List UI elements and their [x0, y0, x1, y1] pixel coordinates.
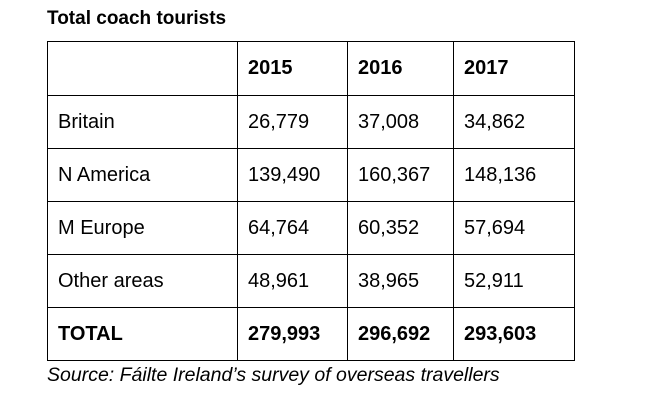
row-label: Other areas: [47, 254, 238, 308]
table-row: M Europe 64,764 60,352 57,694: [47, 201, 575, 255]
row-label: Britain: [47, 95, 238, 149]
row-label: N America: [47, 148, 238, 202]
row-label: TOTAL: [47, 307, 238, 361]
cell: 279,993: [237, 307, 348, 361]
table-body: 2015 2016 2017 Britain 26,779 37,008 34,862 N …: [47, 41, 575, 361]
empty-header-cell: [47, 41, 238, 96]
cell: 57,694: [453, 201, 575, 255]
cell: 296,692: [347, 307, 454, 361]
cell: 60,352: [347, 201, 454, 255]
cell: 293,603: [453, 307, 575, 361]
table-row: Other areas 48,961 38,965 52,911: [47, 254, 575, 308]
cell: 37,008: [347, 95, 454, 149]
cell: 48,961: [237, 254, 348, 308]
table-row: Britain 26,779 37,008 34,862: [47, 95, 575, 149]
cell: 34,862: [453, 95, 575, 149]
table-row: N America 139,490 160,367 148,136: [47, 148, 575, 202]
header-row: 2015 2016 2017: [47, 41, 575, 96]
cell: 160,367: [347, 148, 454, 202]
row-label: M Europe: [47, 201, 238, 255]
table-title: Total coach tourists: [47, 8, 227, 29]
cell: 26,779: [237, 95, 348, 149]
total-row: TOTAL 279,993 296,692 293,603: [47, 307, 575, 361]
column-header: 2015: [237, 41, 348, 96]
cell: 38,965: [347, 254, 454, 308]
column-header: 2016: [347, 41, 454, 96]
source-note: Source: Fáilte Ireland’s survey of overs…: [47, 364, 500, 386]
cell: 139,490: [237, 148, 348, 202]
cell: 52,911: [453, 254, 575, 308]
cell: 64,764: [237, 201, 348, 255]
cell: 148,136: [453, 148, 575, 202]
data-table: 2015 2016 2017 Britain 26,779 37,008 34,862 N …: [47, 41, 575, 361]
column-header: 2017: [453, 41, 575, 96]
